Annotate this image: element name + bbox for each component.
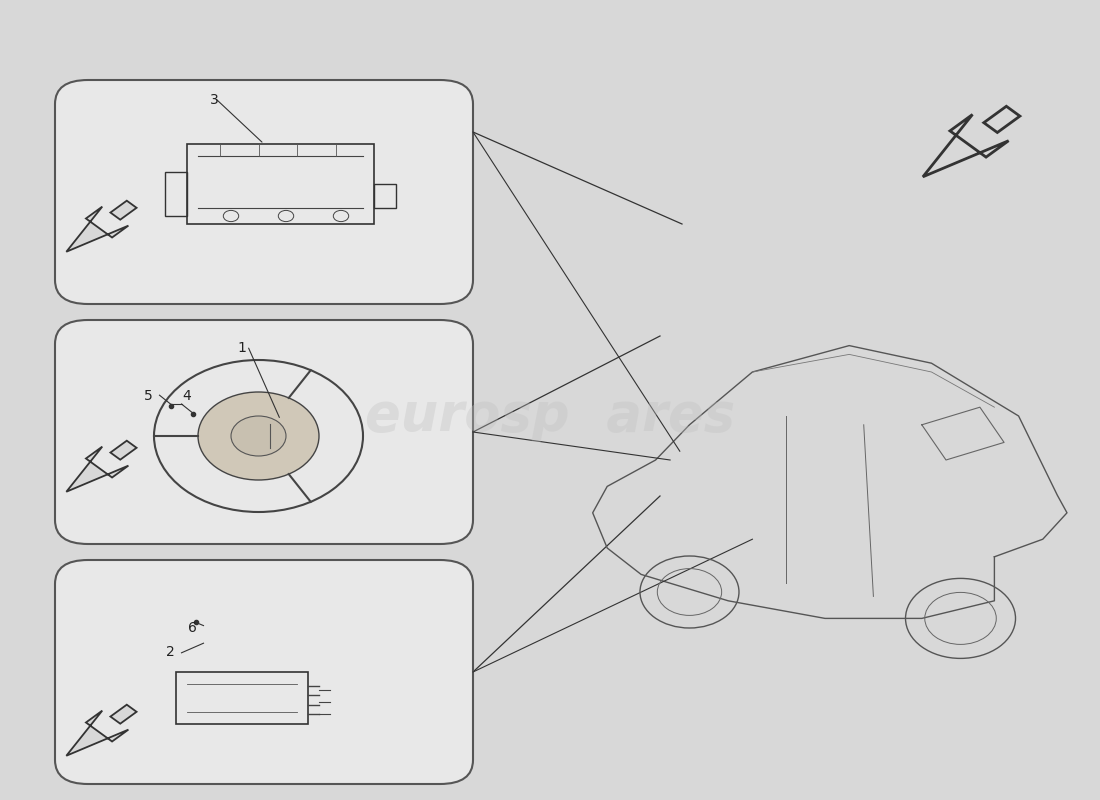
Polygon shape — [983, 106, 1020, 133]
Text: 5: 5 — [144, 389, 153, 403]
Text: 2: 2 — [166, 645, 175, 659]
FancyBboxPatch shape — [55, 560, 473, 784]
Circle shape — [198, 392, 319, 480]
Text: 4: 4 — [183, 389, 191, 403]
Polygon shape — [110, 441, 136, 460]
Polygon shape — [110, 201, 136, 220]
Polygon shape — [66, 710, 129, 756]
Text: eurosp  ares: eurosp ares — [365, 390, 735, 442]
Polygon shape — [66, 206, 129, 252]
Text: 3: 3 — [210, 93, 219, 107]
FancyBboxPatch shape — [55, 80, 473, 304]
Polygon shape — [66, 446, 129, 492]
Text: 1: 1 — [238, 341, 246, 355]
Circle shape — [231, 416, 286, 456]
Polygon shape — [923, 114, 1009, 177]
Polygon shape — [110, 705, 136, 724]
FancyBboxPatch shape — [55, 320, 473, 544]
Text: 6: 6 — [188, 621, 197, 635]
